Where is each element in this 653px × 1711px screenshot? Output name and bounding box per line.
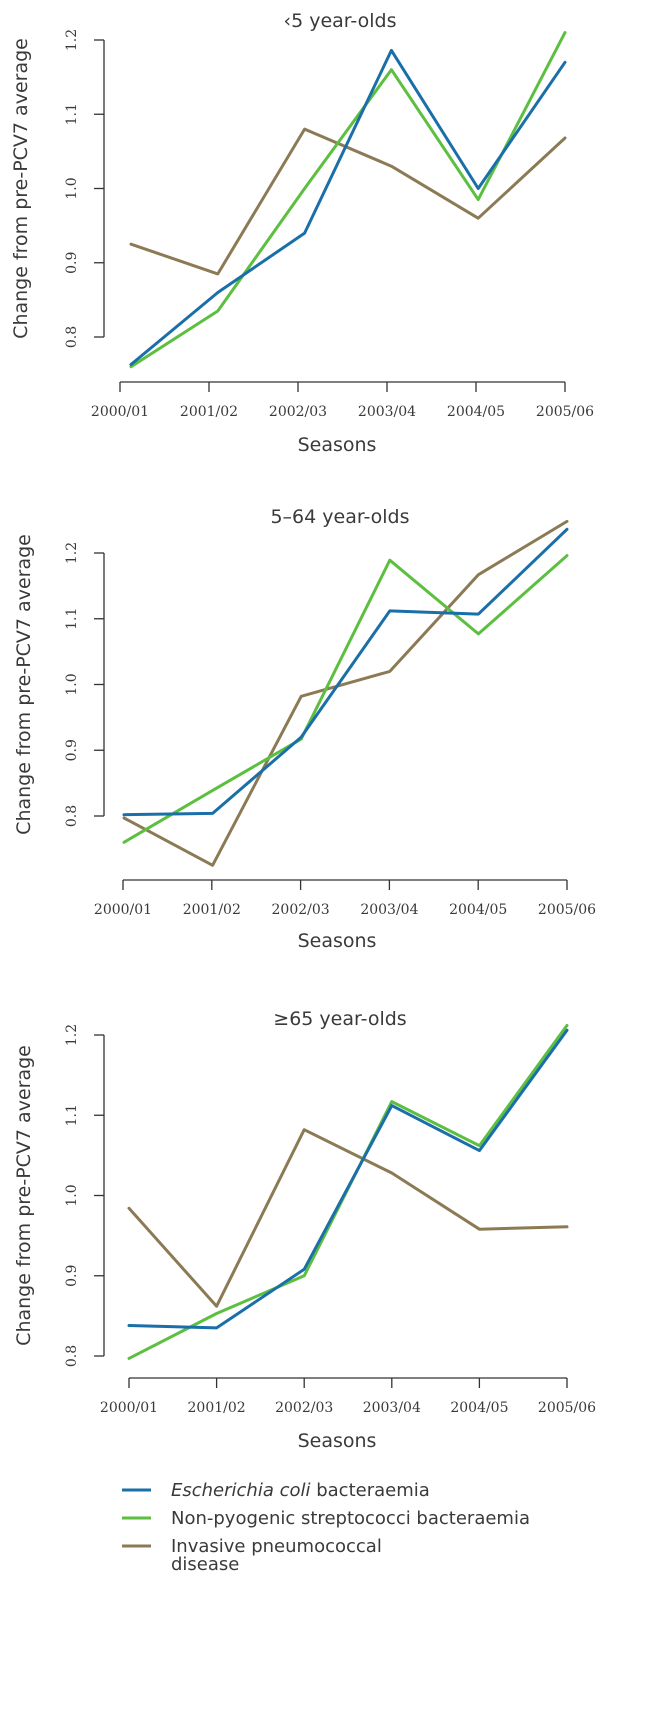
- x-tick-label: 2005/06: [538, 1400, 596, 1416]
- series-line-invasive-pneumococcal: [122, 519, 569, 867]
- y-tick-label: 0.8: [64, 805, 80, 827]
- x-tick-label: 2002/03: [272, 902, 330, 918]
- x-tick-label: 2005/06: [538, 902, 596, 918]
- legend-label-text: Non-pyogenic streptococci bacteraemia: [171, 1508, 530, 1529]
- chart-panel-2: 5–64 year-olds 0.8 0.9 1.0 1.1 1.2 Change from…: [13, 506, 596, 952]
- x-tick-label: 2000/01: [100, 1400, 158, 1416]
- x-tick-label: 2001/02: [180, 404, 238, 420]
- legend-label: Invasive pneumococcal: [171, 1536, 382, 1557]
- y-tick-label: 1.0: [64, 1184, 80, 1206]
- y-axis-title: Change from pre-PCV7 average: [10, 38, 32, 339]
- y-tick-label: 0.8: [64, 1345, 80, 1367]
- y-axis-title: Change from pre-PCV7 average: [13, 534, 35, 835]
- series-line-e-coli: [122, 527, 569, 817]
- chart-title: ≥65 year-olds: [273, 1008, 406, 1030]
- legend-label: Escherichia coli bacteraemia: [171, 1480, 430, 1501]
- y-tick-label: 0.9: [64, 739, 80, 761]
- y-tick-label: 0.9: [64, 252, 80, 274]
- x-tick-label: 2005/06: [536, 404, 594, 420]
- series-line-invasive-pneumococcal: [129, 127, 567, 276]
- legend-label-text: Invasive pneumococcal: [171, 1536, 382, 1557]
- x-tick-label: 2003/04: [363, 1400, 421, 1416]
- series-line-non-pyogenic-streptococci: [122, 554, 569, 844]
- chart-title: ‹5 year-olds: [284, 10, 397, 32]
- x-tick-label: 2004/05: [449, 902, 507, 918]
- series-line-e-coli: [129, 48, 567, 366]
- legend: Escherichia coli bacteraemia Non-pyogenic…: [122, 1480, 530, 1575]
- legend-label: Non-pyogenic streptococci bacteraemia: [171, 1508, 530, 1529]
- y-tick-label: 0.8: [64, 326, 80, 348]
- y-tick-label: 1.1: [64, 1104, 80, 1126]
- y-tick-label: 1.1: [64, 608, 80, 630]
- y-tick-label: 1.0: [64, 673, 80, 695]
- y-tick-label: 1.1: [64, 103, 80, 125]
- series-line-e-coli: [127, 1028, 569, 1330]
- x-axis-title: Seasons: [298, 930, 377, 952]
- x-tick-label: 2002/03: [275, 1400, 333, 1416]
- chart-panel-1: ‹5 year-olds 0.8 0.9 1.0 1.1 1.2 Change from p…: [10, 10, 594, 456]
- x-axis-title: Seasons: [298, 1430, 377, 1452]
- x-tick-label: 2004/05: [450, 1400, 508, 1416]
- series-line-non-pyogenic-streptococci: [129, 31, 567, 369]
- x-tick-label: 2004/05: [447, 404, 505, 420]
- y-axis-title: Change from pre-PCV7 average: [13, 1045, 35, 1346]
- series-line-non-pyogenic-streptococci: [127, 1023, 569, 1360]
- legend-label-line2: disease: [171, 1554, 239, 1575]
- chart-title: 5–64 year-olds: [270, 506, 409, 528]
- legend-label-italic: Escherichia coli: [171, 1480, 311, 1501]
- x-tick-label: 2003/04: [358, 404, 416, 420]
- y-tick-label: 1.2: [64, 542, 80, 564]
- x-axis-title: Seasons: [298, 434, 377, 456]
- legend-label-text: bacteraemia: [311, 1480, 430, 1501]
- y-tick-label: 1.2: [64, 29, 80, 51]
- y-tick-label: 0.9: [64, 1265, 80, 1287]
- x-tick-label: 2000/01: [91, 404, 149, 420]
- x-tick-label: 2001/02: [183, 902, 241, 918]
- x-tick-label: 2003/04: [360, 902, 418, 918]
- x-tick-label: 2002/03: [269, 404, 327, 420]
- y-tick-label: 1.2: [64, 1024, 80, 1046]
- series-line-invasive-pneumococcal: [127, 1128, 569, 1308]
- x-tick-label: 2001/02: [188, 1400, 246, 1416]
- y-tick-label: 1.0: [64, 177, 80, 199]
- chart-panel-3: ≥65 year-olds 0.8 0.9 1.0 1.1 1.2 Change from …: [13, 1008, 596, 1452]
- x-tick-label: 2000/01: [94, 902, 152, 918]
